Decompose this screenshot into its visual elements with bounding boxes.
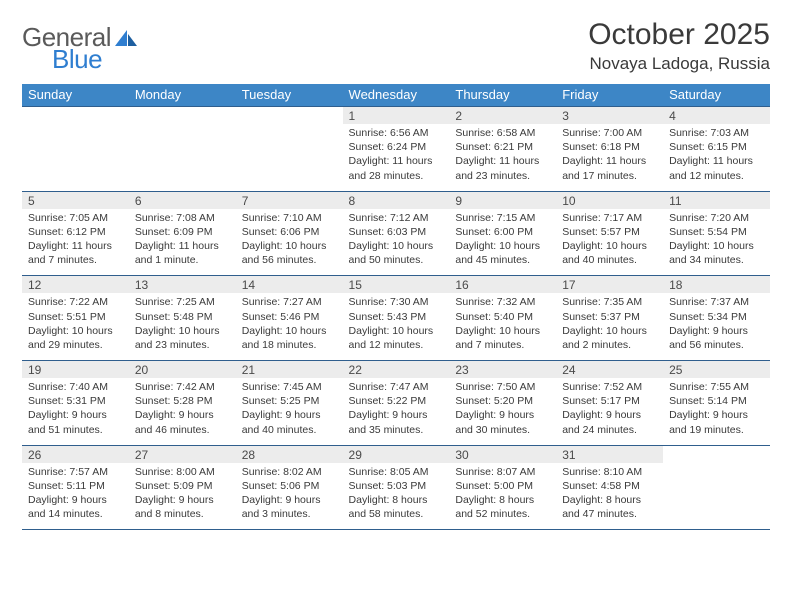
page-location: Novaya Ladoga, Russia (588, 54, 770, 74)
day-info-cell: Sunrise: 8:00 AMSunset: 5:09 PMDaylight:… (129, 463, 236, 530)
day-header: Monday (129, 84, 236, 107)
day-number-cell: 26 (22, 445, 129, 463)
day-info-cell: Sunrise: 7:47 AMSunset: 5:22 PMDaylight:… (343, 378, 450, 445)
day-number-cell (236, 107, 343, 125)
day-number-cell: 29 (343, 445, 450, 463)
day-number-cell: 28 (236, 445, 343, 463)
day-number-cell: 3 (556, 107, 663, 125)
day-info-cell: Sunrise: 7:57 AMSunset: 5:11 PMDaylight:… (22, 463, 129, 530)
day-number-cell: 10 (556, 191, 663, 209)
day-header: Thursday (449, 84, 556, 107)
day-number-cell: 27 (129, 445, 236, 463)
day-info-row: Sunrise: 6:56 AMSunset: 6:24 PMDaylight:… (22, 124, 770, 191)
day-header: Tuesday (236, 84, 343, 107)
day-number-row: 1234 (22, 107, 770, 125)
day-header: Wednesday (343, 84, 450, 107)
day-info-cell (129, 124, 236, 191)
day-number-cell: 13 (129, 276, 236, 294)
day-info-cell: Sunrise: 7:08 AMSunset: 6:09 PMDaylight:… (129, 209, 236, 276)
day-number-row: 567891011 (22, 191, 770, 209)
day-number-cell: 23 (449, 361, 556, 379)
day-info-cell: Sunrise: 7:32 AMSunset: 5:40 PMDaylight:… (449, 293, 556, 360)
day-info-cell: Sunrise: 7:22 AMSunset: 5:51 PMDaylight:… (22, 293, 129, 360)
day-number-cell: 31 (556, 445, 663, 463)
day-info-row: Sunrise: 7:05 AMSunset: 6:12 PMDaylight:… (22, 209, 770, 276)
day-info-cell: Sunrise: 7:55 AMSunset: 5:14 PMDaylight:… (663, 378, 770, 445)
day-info-cell: Sunrise: 7:37 AMSunset: 5:34 PMDaylight:… (663, 293, 770, 360)
day-info-cell: Sunrise: 7:52 AMSunset: 5:17 PMDaylight:… (556, 378, 663, 445)
day-info-cell: Sunrise: 7:00 AMSunset: 6:18 PMDaylight:… (556, 124, 663, 191)
day-number-cell: 2 (449, 107, 556, 125)
day-info-cell: Sunrise: 7:03 AMSunset: 6:15 PMDaylight:… (663, 124, 770, 191)
day-number-cell: 15 (343, 276, 450, 294)
day-number-row: 12131415161718 (22, 276, 770, 294)
day-info-cell: Sunrise: 6:56 AMSunset: 6:24 PMDaylight:… (343, 124, 450, 191)
day-info-cell: Sunrise: 7:10 AMSunset: 6:06 PMDaylight:… (236, 209, 343, 276)
day-info-cell: Sunrise: 7:45 AMSunset: 5:25 PMDaylight:… (236, 378, 343, 445)
day-number-cell: 20 (129, 361, 236, 379)
day-number-cell: 18 (663, 276, 770, 294)
day-info-row: Sunrise: 7:22 AMSunset: 5:51 PMDaylight:… (22, 293, 770, 360)
day-number-cell (22, 107, 129, 125)
day-info-cell: Sunrise: 7:15 AMSunset: 6:00 PMDaylight:… (449, 209, 556, 276)
day-header: Sunday (22, 84, 129, 107)
day-number-cell: 21 (236, 361, 343, 379)
day-number-cell: 17 (556, 276, 663, 294)
brand-sail-icon (113, 28, 139, 48)
day-number-cell: 5 (22, 191, 129, 209)
day-number-cell: 30 (449, 445, 556, 463)
calendar-grid: Sunday Monday Tuesday Wednesday Thursday… (22, 84, 770, 530)
page-title: October 2025 (588, 18, 770, 52)
calendar-page: General Blue October 2025 Novaya Ladoga,… (0, 0, 792, 612)
day-number-cell (663, 445, 770, 463)
day-number-cell: 4 (663, 107, 770, 125)
day-header: Friday (556, 84, 663, 107)
day-info-cell (22, 124, 129, 191)
day-header-row: Sunday Monday Tuesday Wednesday Thursday… (22, 84, 770, 107)
title-block: October 2025 Novaya Ladoga, Russia (588, 18, 770, 74)
day-number-cell: 16 (449, 276, 556, 294)
day-info-cell: Sunrise: 8:02 AMSunset: 5:06 PMDaylight:… (236, 463, 343, 530)
day-number-cell: 1 (343, 107, 450, 125)
day-info-row: Sunrise: 7:57 AMSunset: 5:11 PMDaylight:… (22, 463, 770, 530)
day-number-cell: 19 (22, 361, 129, 379)
day-info-cell: Sunrise: 7:42 AMSunset: 5:28 PMDaylight:… (129, 378, 236, 445)
day-info-cell: Sunrise: 7:35 AMSunset: 5:37 PMDaylight:… (556, 293, 663, 360)
day-number-cell: 12 (22, 276, 129, 294)
day-info-cell (663, 463, 770, 530)
day-info-cell: Sunrise: 7:30 AMSunset: 5:43 PMDaylight:… (343, 293, 450, 360)
day-number-cell: 22 (343, 361, 450, 379)
day-number-cell: 24 (556, 361, 663, 379)
day-info-cell (236, 124, 343, 191)
page-header: General Blue October 2025 Novaya Ladoga,… (22, 18, 770, 74)
day-number-cell: 11 (663, 191, 770, 209)
day-info-cell: Sunrise: 7:20 AMSunset: 5:54 PMDaylight:… (663, 209, 770, 276)
day-number-cell: 6 (129, 191, 236, 209)
day-info-cell: Sunrise: 7:05 AMSunset: 6:12 PMDaylight:… (22, 209, 129, 276)
day-number-cell: 8 (343, 191, 450, 209)
day-number-cell (129, 107, 236, 125)
day-info-cell: Sunrise: 7:25 AMSunset: 5:48 PMDaylight:… (129, 293, 236, 360)
day-number-row: 262728293031 (22, 445, 770, 463)
day-info-cell: Sunrise: 8:05 AMSunset: 5:03 PMDaylight:… (343, 463, 450, 530)
day-info-cell: Sunrise: 6:58 AMSunset: 6:21 PMDaylight:… (449, 124, 556, 191)
day-number-cell: 7 (236, 191, 343, 209)
day-number-cell: 14 (236, 276, 343, 294)
day-info-cell: Sunrise: 7:12 AMSunset: 6:03 PMDaylight:… (343, 209, 450, 276)
day-info-cell: Sunrise: 7:27 AMSunset: 5:46 PMDaylight:… (236, 293, 343, 360)
day-info-cell: Sunrise: 7:40 AMSunset: 5:31 PMDaylight:… (22, 378, 129, 445)
day-info-cell: Sunrise: 7:50 AMSunset: 5:20 PMDaylight:… (449, 378, 556, 445)
brand-logo: General Blue (22, 22, 139, 53)
day-header: Saturday (663, 84, 770, 107)
brand-name-2: Blue (52, 44, 102, 74)
day-number-row: 19202122232425 (22, 361, 770, 379)
day-number-cell: 25 (663, 361, 770, 379)
day-info-cell: Sunrise: 8:10 AMSunset: 4:58 PMDaylight:… (556, 463, 663, 530)
day-info-row: Sunrise: 7:40 AMSunset: 5:31 PMDaylight:… (22, 378, 770, 445)
day-number-cell: 9 (449, 191, 556, 209)
day-info-cell: Sunrise: 8:07 AMSunset: 5:00 PMDaylight:… (449, 463, 556, 530)
day-info-cell: Sunrise: 7:17 AMSunset: 5:57 PMDaylight:… (556, 209, 663, 276)
